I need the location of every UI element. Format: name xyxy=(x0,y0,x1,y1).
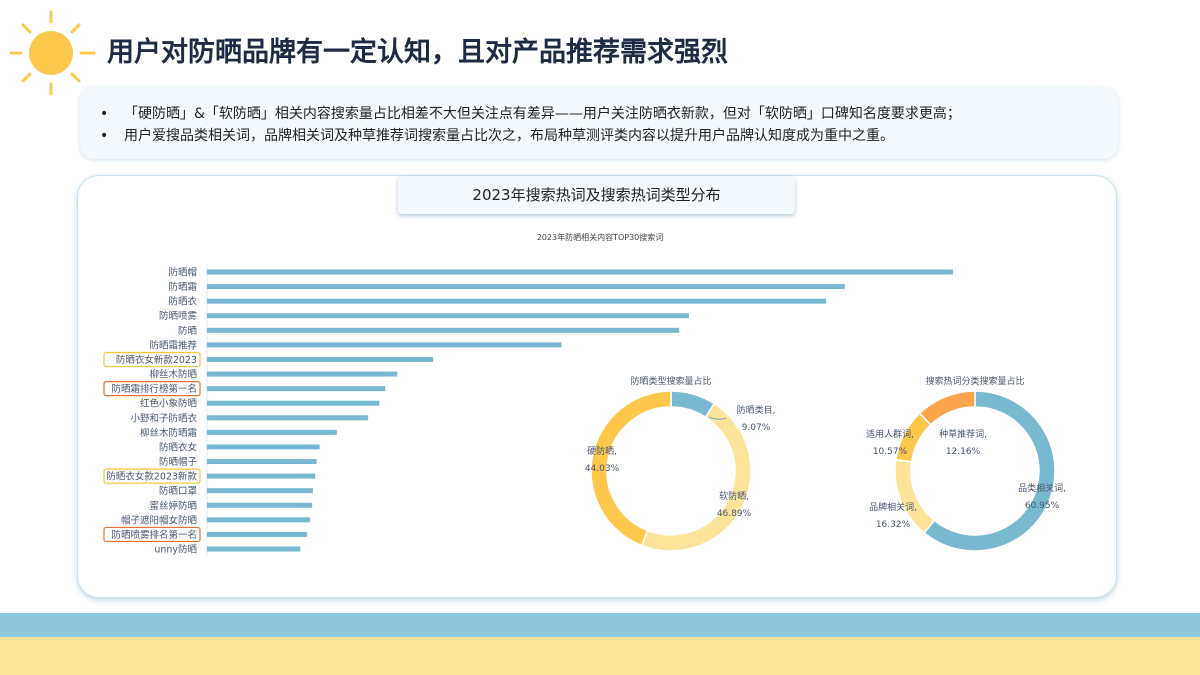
bar-label: 防晒霜推荐 xyxy=(149,339,197,351)
bar xyxy=(207,269,953,275)
donut-title: 防晒类型搜索量占比 xyxy=(630,375,711,387)
bar xyxy=(207,488,313,494)
bar xyxy=(207,327,680,333)
bar-label: 蜜丝婷防晒 xyxy=(149,500,197,512)
bar xyxy=(207,298,827,304)
bar-label: 防晒口罩 xyxy=(159,485,197,497)
slice-value: 9.07% xyxy=(742,423,771,433)
slice-label: 软防晒, xyxy=(719,490,749,502)
page-title: 用户对防晒品牌有一定认知，且对产品推荐需求强烈 xyxy=(107,37,728,68)
slice-value: 10.57% xyxy=(873,447,908,457)
slice-label: 硬防晒, xyxy=(587,445,617,457)
bar xyxy=(207,546,301,552)
footer-band-yellow xyxy=(0,637,1200,675)
bar-label: 防晒衣 xyxy=(168,296,197,308)
bar xyxy=(207,531,307,537)
bar xyxy=(207,342,562,348)
bar-label: 防晒帽子 xyxy=(159,456,198,468)
donut-slice xyxy=(918,390,976,426)
bar-label: 防晒衣女款2023新款 xyxy=(106,471,197,483)
bar-label: 帽子遮阳帽女防晒 xyxy=(121,514,197,526)
donut-slice xyxy=(923,390,1056,552)
bar-label: 防晒衣女新款2023 xyxy=(116,354,197,366)
bar xyxy=(207,371,398,377)
bar-label: 防晒喷雾排名第一名 xyxy=(111,529,197,541)
slice-label: 种草推荐词, xyxy=(939,428,987,440)
bar xyxy=(207,502,313,508)
bar xyxy=(207,444,320,450)
slice-value: 16.32% xyxy=(876,520,911,530)
bar-chart-title: 2023年防晒相关内容TOP30搜索词 xyxy=(537,232,664,242)
highlight-box xyxy=(103,351,201,368)
bar-label: unny防晒 xyxy=(154,544,197,556)
bar xyxy=(207,400,380,406)
bar xyxy=(207,429,337,435)
bar xyxy=(207,415,369,421)
slice-label: 品牌相关词, xyxy=(869,501,917,513)
bar-label: 防晒霜排行榜第一名 xyxy=(111,383,197,395)
bar xyxy=(207,473,316,479)
highlight-box xyxy=(103,381,201,397)
footer-band-blue xyxy=(0,613,1200,637)
bar-label: 防晒喷雾 xyxy=(159,310,198,322)
bar-label: 防晒衣女 xyxy=(159,441,197,453)
panel-title: 2023年搜索热词及搜索热词类型分布 xyxy=(398,176,795,214)
bar-label: 防晒帽 xyxy=(168,267,197,279)
bar-label: 红色小象防晒 xyxy=(140,398,197,410)
summary-point: 用户爱搜品类相关词，品牌相关词及种草推荐词搜索量占比次之，布局种草测评类内容以提… xyxy=(100,125,1098,147)
bar xyxy=(207,313,689,319)
label-leader xyxy=(708,416,727,420)
slice-label: 防晒类目, xyxy=(737,404,776,416)
slice-value: 60.95% xyxy=(1025,501,1060,511)
bar xyxy=(207,386,386,392)
summary-box: 「硬防晒」&「软防晒」相关内容搜索量占比相差不大但关注点有差异——用户关注防晒衣… xyxy=(80,87,1118,159)
slice-label: 品类相关词, xyxy=(1018,482,1066,494)
highlight-box xyxy=(103,468,201,484)
bar-label: 柳丝木防晒霜 xyxy=(140,427,197,439)
bar xyxy=(207,459,317,465)
donut-slice xyxy=(590,390,672,547)
bar-label: 柳丝木防晒 xyxy=(149,369,197,381)
bar-label: 小野和子防晒衣 xyxy=(130,412,197,424)
bar xyxy=(207,517,310,523)
slice-value: 46.89% xyxy=(717,509,752,519)
bar xyxy=(207,284,845,290)
donut-title: 搜索热词分类搜索量占比 xyxy=(925,375,1024,387)
slice-label: 适用人群词, xyxy=(866,428,914,440)
bar-label: 防晒霜 xyxy=(168,281,197,293)
sun-icon xyxy=(9,10,96,96)
bar xyxy=(207,356,434,362)
slice-value: 12.16% xyxy=(946,447,981,457)
summary-point: 「硬防晒」&「软防晒」相关内容搜索量占比相差不大但关注点有差异——用户关注防晒衣… xyxy=(100,103,1098,125)
donut-slice xyxy=(640,402,752,552)
bar-label: 防晒 xyxy=(178,325,197,337)
highlight-box xyxy=(103,526,201,543)
slice-value: 44.03% xyxy=(585,464,620,474)
